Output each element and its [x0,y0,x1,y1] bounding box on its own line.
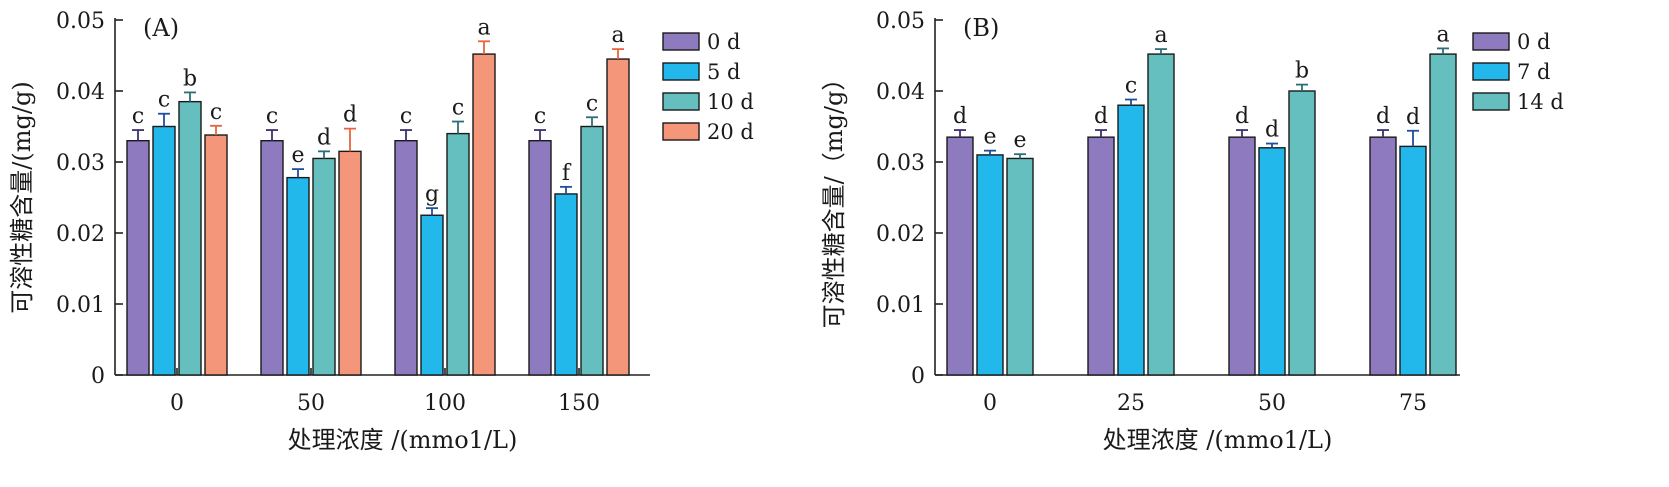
x-tick-label: 25 [1117,391,1145,416]
y-axis-title: 可溶性糖含量/（mg/g） [820,67,848,329]
legend-swatch [662,62,700,81]
significance-letter: d [343,103,357,128]
significance-letter: b [183,66,197,91]
legend-swatch [662,32,700,51]
significance-letter: d [1094,104,1108,129]
y-tick-label: 0.03 [56,151,105,176]
significance-letter: c [158,88,170,113]
significance-letter: d [1406,105,1420,130]
bar [1288,90,1316,376]
significance-letter: a [1436,22,1449,47]
y-tick-label: 0.02 [876,222,925,247]
significance-letter: b [1295,59,1309,84]
legend-swatch [1472,32,1510,51]
significance-letter: c [210,100,222,125]
x-tick-label: 0 [170,391,184,416]
bar [394,139,418,376]
significance-letter: c [586,91,598,116]
significance-letter: c [534,104,546,129]
x-tick-label: 150 [558,391,600,416]
significance-letter: d [1235,104,1249,129]
bar [204,134,228,376]
bar [286,176,310,376]
y-tick-label: 0.04 [876,80,925,105]
bar [976,154,1004,376]
bar [178,100,202,376]
bar [1006,157,1034,376]
significance-letter: c [452,96,464,121]
bar [1147,53,1175,376]
significance-letter: c [266,104,278,129]
significance-letter: d [953,104,967,129]
legend-label: 14 d [1517,90,1564,114]
bar [126,139,150,376]
bar [446,132,470,376]
bar [1369,136,1397,376]
legend-swatch [1472,92,1510,111]
x-tick-label: 50 [1258,391,1286,416]
legend-label: 10 d [707,90,754,114]
y-tick-label: 0.03 [876,151,925,176]
y-tick-label: 0.05 [876,9,925,34]
y-tick-label: 0.05 [56,9,105,34]
legend-swatch [1472,62,1510,81]
y-tick-label: 0 [91,364,105,389]
significance-letter: e [1013,128,1026,153]
panel-a: 0 0.01 0.02 0.03 0.04 0.05 可溶性糖含量/(mg/g) 处理浓度 /… [8,9,754,454]
significance-letter: a [1154,23,1167,48]
y-tick-label: 0.04 [56,80,105,105]
x-tick-label: 50 [297,391,325,416]
significance-letter: c [132,104,144,129]
significance-letter: e [291,143,304,168]
significance-letter: g [425,182,439,207]
x-axis-title: 处理浓度 /(mmo1/L) [288,426,518,454]
significance-letter: a [611,23,624,48]
significance-letter: c [400,104,412,129]
bar [1117,104,1145,376]
bar [472,53,496,376]
bar [606,58,630,376]
legend-label: 20 d [707,120,754,144]
x-tick-label: 0 [983,391,997,416]
y-tick-label: 0.01 [876,293,925,318]
significance-letter: d [1376,104,1390,129]
bar [946,136,974,376]
bar [580,125,604,376]
panel-b: 0 0.01 0.02 0.03 0.04 0.05 可溶性糖含量/（mg/g） 处理浓度 /… [820,9,1564,454]
y-tick-label: 0.02 [56,222,105,247]
bar [420,214,444,376]
legend-swatch [662,92,700,111]
legend-label: 7 d [1517,60,1550,84]
bar [1399,145,1427,376]
bar [1228,136,1256,376]
bar [338,150,362,376]
panel-label: (A) [143,14,179,42]
legend-swatch [662,122,700,141]
bar [528,139,552,376]
bar [554,193,578,376]
x-tick-label: 75 [1399,391,1427,416]
bar [260,139,284,376]
bar [312,157,336,376]
legend-label: 5 d [707,60,740,84]
significance-letter: d [1265,118,1279,143]
bar [1258,147,1286,376]
y-axis-title: 可溶性糖含量/(mg/g) [8,81,36,313]
bar [1087,136,1115,376]
significance-letter: a [477,15,490,40]
significance-letter: e [983,125,996,150]
significance-letter: c [1125,74,1137,99]
panel-label: (B) [963,14,999,42]
significance-letter: d [317,125,331,150]
y-tick-label: 0.01 [56,293,105,318]
x-tick-label: 100 [424,391,466,416]
y-tick-label: 0 [911,364,925,389]
bar [152,125,176,376]
bar [1429,53,1457,376]
significance-letter: f [562,161,572,186]
legend-label: 0 d [1517,30,1550,54]
x-axis-title: 处理浓度 /(mmo1/L) [1103,426,1333,454]
legend-label: 0 d [707,30,740,54]
